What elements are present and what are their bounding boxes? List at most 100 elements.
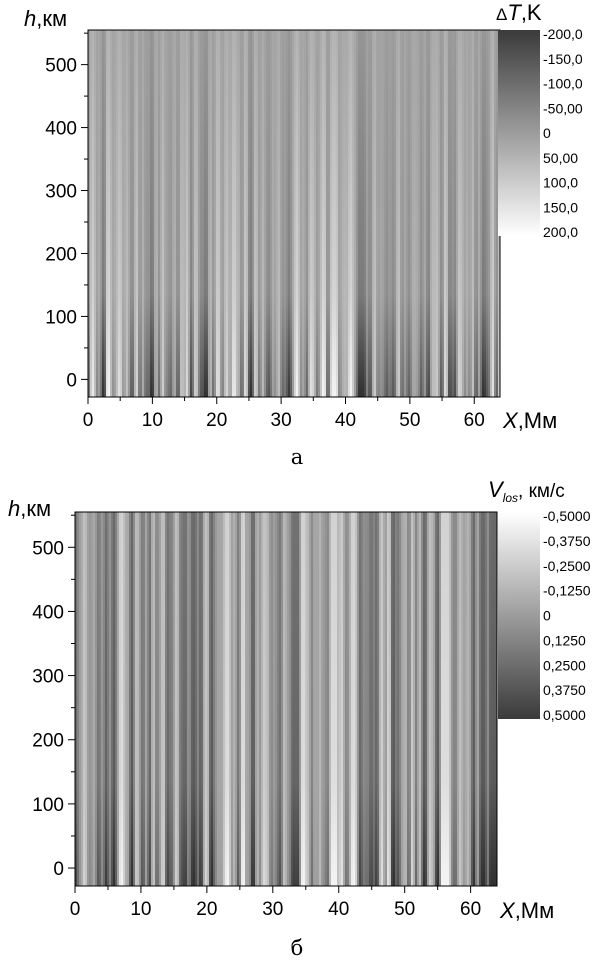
heatmap-stripe [338, 30, 341, 397]
y-tick-label: 300 [32, 667, 64, 688]
heatmap-stripe [331, 512, 334, 886]
heatmap-stripe [469, 512, 472, 886]
heatmap-stripe [484, 30, 487, 397]
heatmap-stripe [472, 30, 475, 397]
heatmap-stripe [244, 30, 247, 397]
heatmap-stripe [186, 30, 189, 397]
heatmap-stripe [261, 512, 264, 886]
heatmap-stripe [202, 30, 205, 397]
heatmap-stripe [205, 512, 208, 886]
heatmap-stripe [457, 512, 460, 886]
heatmap-stripe [386, 30, 389, 397]
heatmap-stripe [407, 512, 410, 886]
heatmap-stripe [480, 30, 483, 397]
heatmap-stripe [128, 30, 131, 397]
heatmap-stripe [267, 512, 270, 886]
heatmap-stripe [97, 512, 100, 886]
heatmap-stripe [479, 512, 482, 886]
heatmap-stripe [98, 30, 101, 397]
heatmap-stripe [451, 512, 454, 886]
x-tick-label: 20 [196, 899, 217, 920]
heatmap-stripe [438, 30, 441, 397]
colorbar-title: ΔT,K [496, 0, 542, 25]
heatmap-stripe [117, 512, 120, 886]
heatmap-stripe [489, 512, 492, 886]
heatmap-stripe [493, 512, 496, 886]
heatmap-stripe [311, 512, 314, 886]
heatmap-stripe [308, 30, 311, 397]
heatmap-stripe [306, 30, 309, 397]
heatmap-stripe [139, 512, 142, 886]
heatmap-stripe [263, 512, 266, 886]
panel-caption: б [291, 936, 304, 960]
heatmap-stripe [316, 30, 319, 397]
heatmap-stripe [442, 30, 445, 397]
heatmap-stripe [418, 30, 421, 397]
heatmap-stripe [415, 512, 418, 886]
heatmap-stripe [471, 512, 474, 886]
heatmap-stripe [122, 30, 125, 397]
heatmap-stripe [171, 512, 174, 886]
heatmap-stripe [427, 512, 430, 886]
heatmap-stripe [120, 30, 123, 397]
heatmap-stripe [302, 30, 305, 397]
heatmap-stripe [87, 512, 90, 886]
heatmap-stripe [170, 30, 173, 397]
heatmap-stripe [206, 30, 209, 397]
y-tick-label: 400 [45, 119, 77, 140]
heatmap-stripe [190, 30, 193, 397]
heatmap-stripe [312, 30, 315, 397]
heatmap-stripe [216, 30, 219, 397]
heatmap-stripe [408, 30, 411, 397]
heatmap-stripe [274, 30, 277, 397]
heatmap-stripe [281, 512, 284, 886]
heatmap-stripe [113, 512, 116, 886]
heatmap-stripe [141, 512, 144, 886]
heatmap-stripe [326, 30, 329, 397]
heatmap-stripe [218, 30, 221, 397]
heatmap-stripe [77, 512, 80, 886]
heatmap-stripe [459, 512, 462, 886]
heatmap-stripe [242, 30, 245, 397]
heatmap-stripe [430, 30, 433, 397]
colorbar-tick-label: -100,0 [543, 76, 583, 92]
heatmap-stripe [368, 30, 371, 397]
heatmap-stripe [473, 512, 476, 886]
heatmap-stripe [90, 30, 93, 397]
heatmap-stripe [100, 30, 103, 397]
heatmap-stripe [309, 512, 312, 886]
heatmap-stripe [369, 512, 372, 886]
heatmap-stripe [214, 30, 217, 397]
y-tick-label: 200 [45, 244, 77, 265]
heatmap-stripe [211, 512, 214, 886]
heatmap-stripe [399, 512, 402, 886]
heatmap-stripe [481, 512, 484, 886]
heatmap-stripe [460, 30, 463, 397]
heatmap-stripe [182, 30, 185, 397]
heatmap-stripe [119, 512, 122, 886]
heatmap-stripe [237, 512, 240, 886]
heatmap-field [88, 30, 500, 397]
heatmap-stripe [490, 30, 493, 397]
heatmap-stripe [126, 30, 129, 397]
heatmap-stripe [200, 30, 203, 397]
y-tick-label: 100 [32, 795, 64, 816]
heatmap-stripe [413, 512, 416, 886]
heatmap-stripe [295, 512, 298, 886]
heatmap-stripe [372, 30, 375, 397]
heatmap-stripe [462, 30, 465, 397]
heatmap-stripe [335, 512, 338, 886]
heatmap-stripe [478, 30, 481, 397]
heatmap-stripe [219, 512, 222, 886]
heatmap-stripe [241, 512, 244, 886]
heatmap-stripe [439, 512, 442, 886]
heatmap-stripe [366, 30, 369, 397]
heatmap-stripe [248, 30, 251, 397]
x-tick-label: 10 [130, 899, 151, 920]
heatmap-stripe [405, 512, 408, 886]
heatmap-stripe [409, 512, 412, 886]
heatmap-stripe [491, 512, 494, 886]
heatmap-stripe [329, 512, 332, 886]
heatmap-stripe [138, 30, 141, 397]
heatmap-stripe [276, 30, 279, 397]
